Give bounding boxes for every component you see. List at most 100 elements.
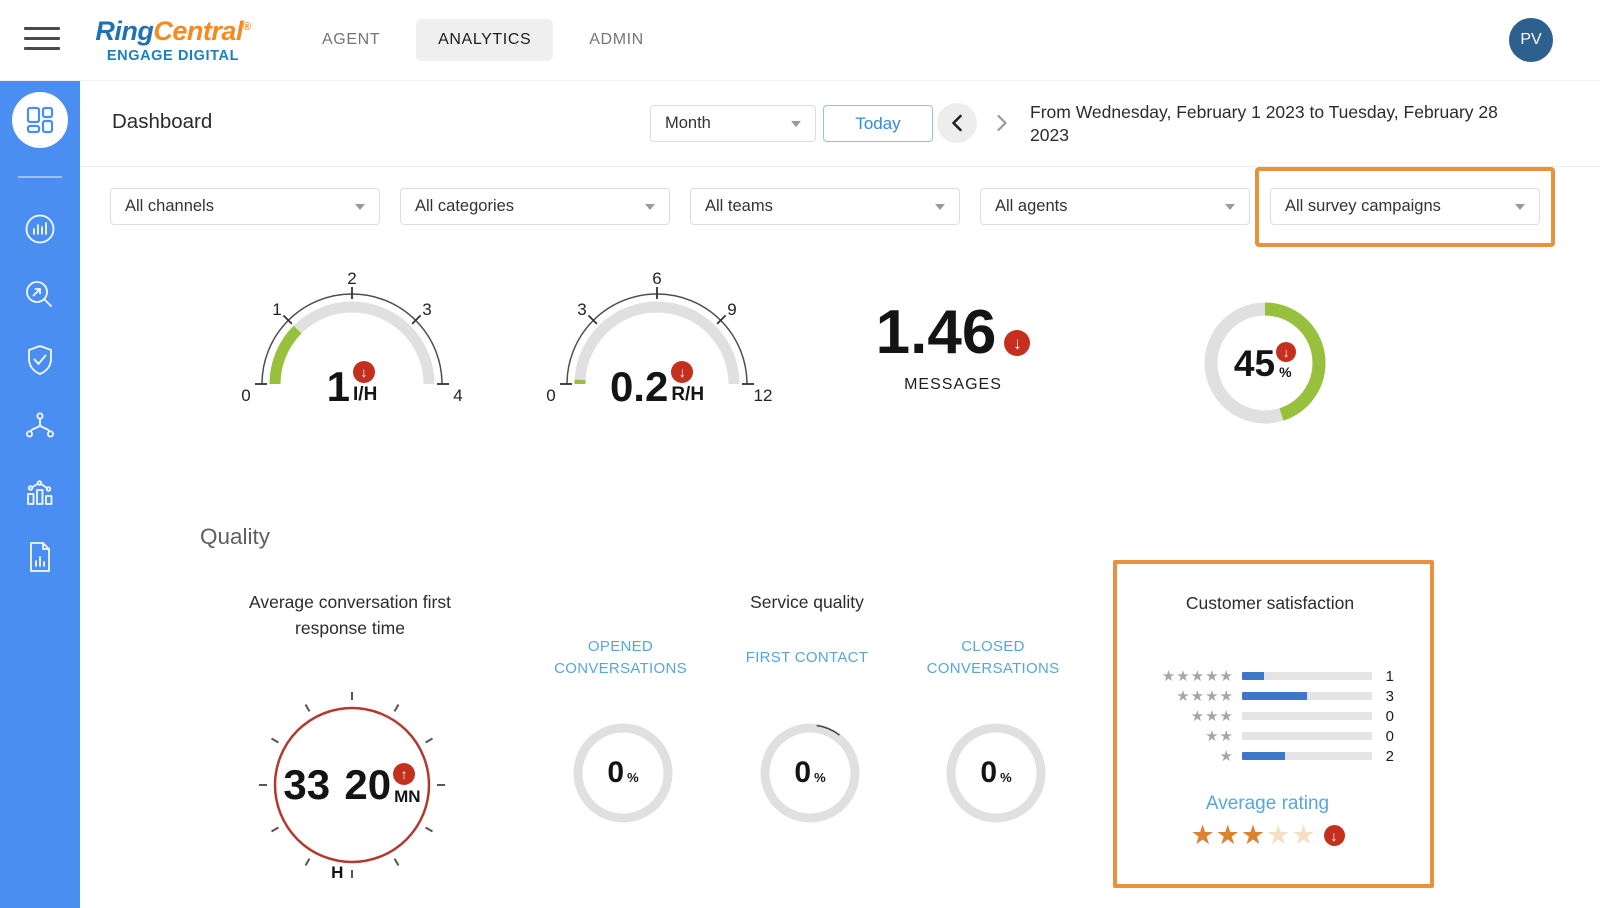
rating-bar-track	[1242, 672, 1372, 680]
clock-hours: 33	[283, 761, 331, 808]
trend-down-icon: ↓	[1004, 330, 1031, 356]
rating-bar-track	[1242, 692, 1372, 700]
sidebar-item-explore[interactable]	[23, 278, 57, 312]
clock-minutes: 20	[344, 761, 392, 808]
chevron-down-icon	[791, 120, 801, 127]
filter-all-categories[interactable]: All categories	[400, 188, 670, 225]
tab-agent[interactable]: AGENT	[322, 31, 381, 48]
filter-all-channels[interactable]: All channels	[110, 188, 380, 225]
sidebar-item-dashboard[interactable]	[12, 92, 68, 148]
rating-count: 1	[1385, 667, 1394, 685]
svg-text:6: 6	[652, 269, 661, 288]
star-filled-icon: ★	[1190, 820, 1216, 850]
donut-value-group: 45 ↓%	[1200, 298, 1330, 428]
sidebar-item-routing[interactable]	[23, 409, 57, 443]
trend-down-icon: ↓	[353, 361, 376, 383]
chevron-down-icon	[355, 203, 365, 210]
star-empty-icon: ★	[1291, 820, 1317, 850]
average-rating-group: ★★★★★ ↓	[1130, 822, 1405, 849]
donut-arc	[1200, 298, 1330, 433]
average-rating-stars: ★★★★★	[1190, 822, 1316, 849]
rating-row: ★★★ 0	[1128, 707, 1396, 725]
service-quality-title: Service quality	[750, 592, 864, 612]
ringcentral-logo: RingCentral® ENGAGE DIGITAL	[88, 12, 258, 64]
filter-value: All channels	[125, 197, 214, 215]
logo-wordmark: RingCentral®	[88, 12, 258, 46]
rating-count: 0	[1385, 727, 1394, 745]
filter-all-teams[interactable]: All teams	[690, 188, 960, 225]
top-navigation-bar: RingCentral® ENGAGE DIGITAL AGENT ANALYT…	[0, 0, 1600, 81]
hamburger-menu-icon[interactable]	[24, 27, 60, 53]
ring-arc	[758, 721, 862, 830]
trend-up-icon: ↑	[393, 763, 416, 785]
star-rating-label: ★★	[1205, 727, 1234, 745]
chevron-down-icon	[1515, 203, 1525, 210]
routing-split-icon	[26, 412, 54, 438]
ring-value-group: 0 %	[571, 721, 675, 825]
chevron-down-icon	[645, 203, 655, 210]
stats-bars-icon	[27, 480, 53, 505]
rating-count: 0	[1385, 707, 1394, 725]
primary-tabs: AGENT ANALYTICS ADMIN	[318, 0, 648, 80]
customer-satisfaction-title: Customer satisfaction	[1185, 593, 1355, 613]
filter-all-survey-campaigns[interactable]: All survey campaigns	[1270, 188, 1540, 225]
sidebar-item-statistics[interactable]	[23, 475, 57, 509]
star-rating-label: ★★★	[1190, 707, 1234, 725]
clock-hours-unit: H	[331, 863, 344, 882]
sidebar-item-reports[interactable]	[23, 540, 57, 574]
gauge-value-group: 0.2 ↓ R/H	[535, 361, 779, 411]
trend-down-icon: ↓	[671, 361, 694, 383]
filter-all-agents[interactable]: All agents	[980, 188, 1250, 225]
logo-subtitle: ENGAGE DIGITAL	[106, 48, 240, 64]
previous-period-button[interactable]	[937, 103, 977, 143]
page-title: Dashboard	[112, 110, 213, 133]
opened-conversations-label: OPENED CONVERSATIONS	[554, 638, 687, 677]
closed-conversations-label: CLOSED CONVERSATIONS	[926, 638, 1060, 677]
gauge-value: 0.2	[609, 363, 669, 411]
filter-value: All agents	[995, 197, 1068, 215]
rating-bar-track	[1242, 712, 1372, 720]
gauge-value-group: 1 ↓ I/H	[230, 361, 474, 411]
ring-unit: %	[814, 770, 826, 785]
ring-value: 0	[607, 756, 625, 789]
dashboard-grid-icon	[26, 106, 54, 134]
ring-value: 0	[794, 756, 812, 789]
percentage-donut: 45 ↓%	[1200, 298, 1330, 428]
ring-arc	[571, 721, 675, 830]
clock-value-group: 33 H 20 ↑ MN	[252, 685, 452, 885]
filter-value: All survey campaigns	[1285, 197, 1441, 215]
report-document-icon	[30, 542, 50, 572]
clock-face	[252, 685, 452, 890]
logo-ring: Ring	[95, 16, 154, 46]
user-avatar[interactable]: PV	[1509, 18, 1553, 62]
rating-bar-fill	[1242, 672, 1264, 680]
inbound-messages-gauge: 0 1 2 3 4 1 ↓ I/H	[230, 268, 474, 408]
response-rate-gauge: 0 3 6 9 12 0.2 ↓ R/H	[535, 268, 779, 408]
tab-analytics[interactable]: ANALYTICS	[416, 19, 554, 61]
sidebar-item-analytics[interactable]	[23, 212, 57, 246]
messages-metric: 1.46 ↓ MESSAGES	[848, 302, 1058, 394]
svg-text:2: 2	[347, 269, 356, 288]
sidebar-item-moderation[interactable]	[23, 343, 57, 377]
gauge-value: 1	[326, 363, 351, 411]
star-empty-icon: ★	[1266, 820, 1292, 850]
date-range-text: From Wednesday, February 1 2023 to Tuesd…	[1030, 102, 1498, 145]
ring-unit: %	[1000, 770, 1012, 785]
sidebar-divider	[18, 176, 62, 178]
rating-bar-track	[1242, 732, 1372, 740]
search-trend-icon	[26, 281, 52, 307]
opened-conversations-ring: 0 %	[571, 721, 675, 825]
rating-count: 2	[1385, 747, 1394, 765]
star-rating-label: ★	[1219, 747, 1234, 765]
trend-down-icon: ↓	[1323, 825, 1345, 846]
analytics-circle-icon	[25, 214, 55, 244]
rating-bar-fill	[1242, 752, 1286, 760]
today-button[interactable]: Today	[823, 105, 933, 142]
svg-text:4: 4	[453, 386, 462, 405]
next-period-button[interactable]	[990, 111, 1014, 135]
tab-admin[interactable]: ADMIN	[589, 31, 644, 48]
logo-central: Central	[153, 16, 243, 46]
period-select[interactable]: Month	[650, 105, 816, 142]
ring-value-group: 0 %	[944, 721, 1048, 825]
chevron-down-icon	[1225, 203, 1235, 210]
